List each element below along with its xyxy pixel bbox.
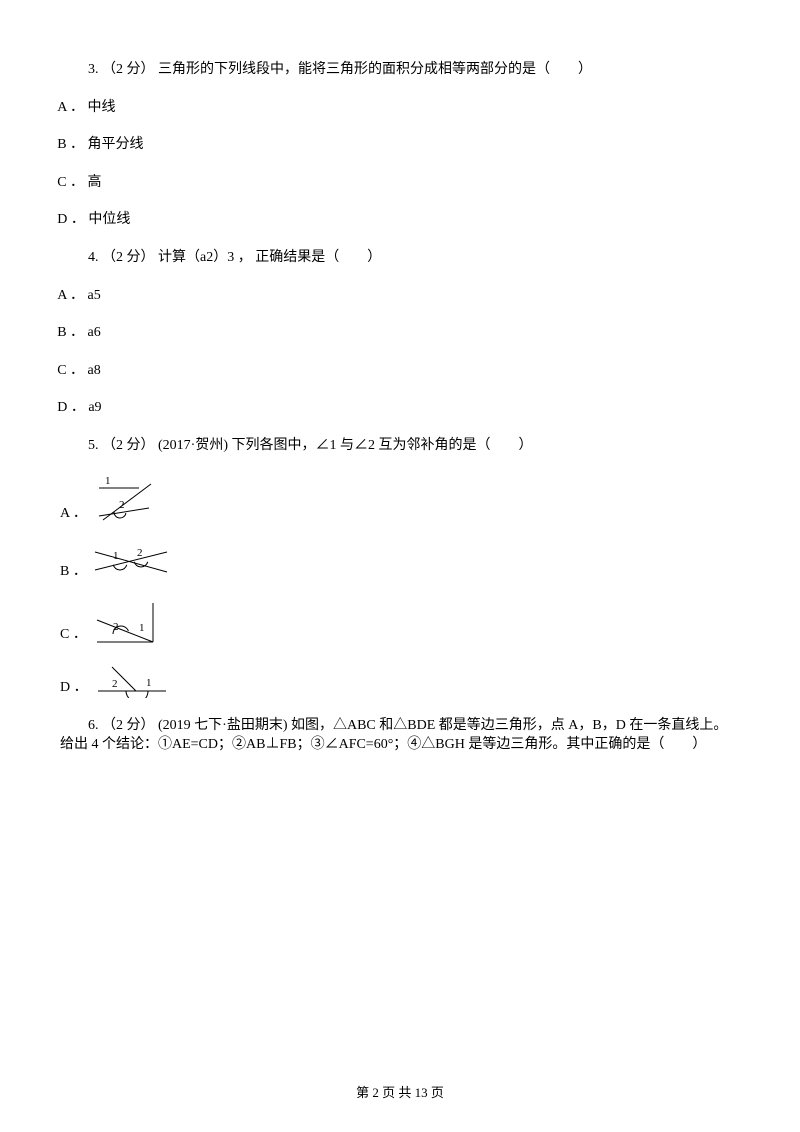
svg-text:1: 1 [113,550,119,562]
q5-text: 5. （2 分） (2017·贺州) 下列各图中，∠1 与∠2 互为邻补角的是（… [60,436,740,456]
q4-opt-d[interactable]: D ． a9 [60,398,740,418]
q4-opt-c[interactable]: C ． a8 [60,361,740,381]
q5-opt-b-label: B ． [60,562,87,582]
svg-text:1: 1 [105,475,111,487]
q5-opt-c[interactable]: C ． 21 [60,600,740,645]
q5-fig-c: 21 [91,600,166,645]
q3-opt-d[interactable]: D ． 中位线 [60,210,740,230]
q5-opt-a[interactable]: A ． 12 [60,474,740,524]
q5-opt-d-label: D ． [60,678,88,698]
q5-fig-d: 21 [92,663,172,698]
svg-text:2: 2 [137,547,143,559]
q5-opt-c-label: C ． [60,625,87,645]
q5-opt-b[interactable]: B ． 12 [60,542,740,582]
q3-opt-a[interactable]: A ． 中线 [60,98,740,118]
q4-opt-a[interactable]: A ． a5 [60,286,740,306]
q3-opt-c[interactable]: C ． 高 [60,173,740,193]
q4-opt-b[interactable]: B ． a6 [60,323,740,343]
svg-text:1: 1 [139,622,145,634]
q5-opt-d[interactable]: D ． 21 [60,663,740,698]
svg-text:2: 2 [112,678,118,690]
q3-text: 3. （2 分） 三角形的下列线段中，能将三角形的面积分成相等两部分的是（ ） [60,60,740,80]
q4-text: 4. （2 分） 计算（a2）3 ， 正确结果是（ ） [60,248,740,268]
q5-opt-a-label: A ． [60,504,87,524]
svg-text:1: 1 [146,677,152,689]
svg-text:2: 2 [119,499,125,511]
q5-fig-a: 12 [91,474,161,524]
q6-text: 6. （2 分） (2019 七下·盐田期末) 如图，△ABC 和△BDE 都是… [60,716,740,755]
q5-fig-b: 12 [91,542,171,582]
page-footer: 第 2 页 共 13 页 [60,1084,740,1102]
q3-opt-b[interactable]: B ． 角平分线 [60,135,740,155]
svg-text:2: 2 [113,621,119,633]
